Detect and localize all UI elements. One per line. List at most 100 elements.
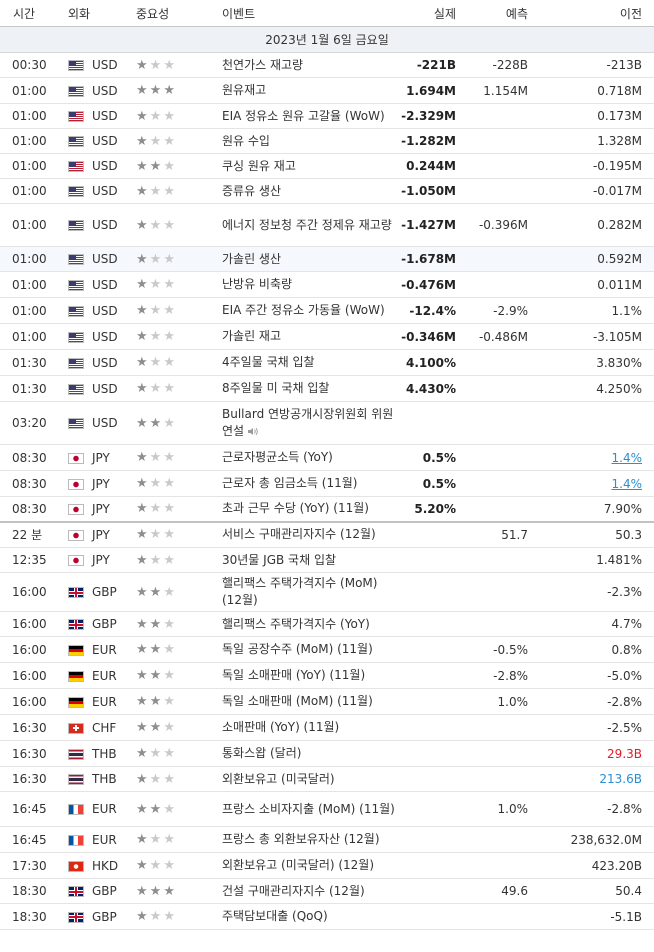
event-row[interactable]: 01:00 USD ★ ★ ★ EIA 정유소 원유 고갈율 (WoW) -2.329M 0.… xyxy=(0,103,654,129)
event-row[interactable]: 01:00 USD ★ ★ ★ 원유재고 1.694M 1.154M 0.718M xyxy=(0,77,654,104)
event-name-cell[interactable]: 근로자평균소득 (YoY) xyxy=(218,444,400,471)
event-name-cell[interactable]: 에너지 정보청 주간 정제유 재고량 xyxy=(218,203,400,247)
event-name[interactable]: 근로자평균소득 (YoY) xyxy=(222,450,333,464)
event-row[interactable]: 01:00 USD ★ ★ ★ 쿠싱 원유 재고 0.244M -0.195M xyxy=(0,153,654,179)
event-name-cell[interactable]: 8주일물 미 국채 입찰 xyxy=(218,375,400,402)
event-name[interactable]: 에너지 정보청 주간 정제유 재고량 xyxy=(222,217,392,232)
event-name-cell[interactable]: 원유재고 xyxy=(218,77,400,104)
event-name[interactable]: 핼리팩스 주택가격지수 (MoM) (12월) xyxy=(222,576,378,607)
event-row[interactable]: 16:30 CHF ★ ★ ★ 소매판매 (YoY) (11월) -2.5% xyxy=(0,714,654,741)
event-name-cell[interactable]: Bullard 연방공개시장위원회 위원 연설 xyxy=(218,401,400,445)
header-previous[interactable]: 이전 xyxy=(540,0,654,27)
event-row[interactable]: 01:00 USD ★ ★ ★ 난방유 비축량 -0.476M 0.011M xyxy=(0,271,654,298)
event-name-cell[interactable]: 증류유 생산 xyxy=(218,178,400,204)
event-name-cell[interactable]: 핼리팩스 주택가격지수 (MoM) (12월) xyxy=(218,572,400,612)
event-name[interactable]: 통화스왑 (달러) xyxy=(222,746,302,760)
event-row[interactable]: 01:00 USD ★ ★ ★ 증류유 생산 -1.050M -0.017M xyxy=(0,178,654,204)
event-row[interactable]: 01:30 USD ★ ★ ★ 4주일물 국채 입찰 4.100% 3.830% xyxy=(0,349,654,376)
event-name[interactable]: 독일 공장수주 (MoM) (11월) xyxy=(222,642,373,656)
event-name[interactable]: 외환보유고 (미국달러) (12월) xyxy=(222,858,375,872)
event-name[interactable]: 건설 구매관리자지수 (12월) xyxy=(222,883,365,898)
event-name[interactable]: 천연가스 재고량 xyxy=(222,57,304,72)
event-name[interactable]: EIA 정유소 원유 고갈율 (WoW) xyxy=(222,108,385,123)
event-name[interactable]: 난방유 비축량 xyxy=(222,277,293,291)
event-row[interactable]: 22 분 JPY ★ ★ ★ 서비스 구매관리자지수 (12월) 51.7 50.3 xyxy=(0,521,654,548)
header-actual[interactable]: 실제 xyxy=(400,0,468,27)
event-name-cell[interactable]: 소매판매 (YoY) (11월) xyxy=(218,714,400,741)
event-row[interactable]: 01:00 USD ★ ★ ★ EIA 주간 정유소 가동율 (WoW) -12.4% -2.… xyxy=(0,297,654,324)
event-row[interactable]: 08:30 JPY ★ ★ ★ 근로자평균소득 (YoY) 0.5% 1.4% xyxy=(0,444,654,471)
event-name[interactable]: 8주일물 미 국채 입찰 xyxy=(222,381,330,395)
event-name-cell[interactable]: 근로자 총 임금소득 (11월) xyxy=(218,470,400,497)
event-name-cell[interactable]: 초과 근무 수당 (YoY) (11월) xyxy=(218,496,400,523)
event-name-cell[interactable]: 핼리팩스 주택가격지수 (YoY) xyxy=(218,611,400,637)
event-previous[interactable]: 1.4% xyxy=(611,476,643,491)
event-name[interactable]: 4주일물 국채 입찰 xyxy=(222,355,315,369)
header-currency[interactable]: 외화 xyxy=(64,0,128,27)
event-name[interactable]: 프랑스 소비자지출 (MoM) (11월) xyxy=(222,801,395,816)
event-name-cell[interactable]: 통화스왑 (달러) xyxy=(218,740,400,767)
event-name[interactable]: 30년물 JGB 국채 입찰 xyxy=(222,552,337,567)
event-previous[interactable]: 1.4% xyxy=(611,450,643,465)
event-row[interactable]: 01:00 USD ★ ★ ★ 원유 수입 -1.282M 1.328M xyxy=(0,128,654,154)
event-name-cell[interactable]: 외환보유고 (미국달러) (12월) xyxy=(218,852,400,879)
event-row[interactable]: 18:30 GBP ★ ★ ★ 주택담보대출 (QoQ) -5.1B xyxy=(0,903,654,930)
event-name[interactable]: 원유 수입 xyxy=(222,133,270,148)
event-name[interactable]: 서비스 구매관리자지수 (12월) xyxy=(222,527,376,542)
event-name-cell[interactable]: 독일 소매판매 (YoY) (11월) xyxy=(218,662,400,689)
event-name-cell[interactable]: 서비스 구매관리자지수 (12월) xyxy=(218,521,400,548)
event-name-cell[interactable]: 외환보유고 (미국달러) xyxy=(218,766,400,792)
event-name[interactable]: 증류유 생산 xyxy=(222,183,282,198)
event-name-cell[interactable]: 주택담보대출 (QoQ) xyxy=(218,903,400,930)
event-name[interactable]: 독일 소매판매 (MoM) (11월) xyxy=(222,694,373,708)
event-row[interactable]: 16:00 GBP ★ ★ ★ 핼리팩스 주택가격지수 (YoY) 4.7% xyxy=(0,611,654,637)
event-row[interactable]: 03:20 USD ★ ★ ★ Bullard 연방공개시장위원회 위원 연설 xyxy=(0,401,654,445)
event-name-cell[interactable]: 가솔린 생산 xyxy=(218,246,400,272)
event-row[interactable]: 00:30 USD ★ ★ ★ 천연가스 재고량 -221B -228B -213B xyxy=(0,52,654,78)
event-name[interactable]: 근로자 총 임금소득 (11월) xyxy=(222,476,358,490)
event-name[interactable]: 독일 소매판매 (YoY) (11월) xyxy=(222,668,366,682)
event-name[interactable]: EIA 주간 정유소 가동율 (WoW) xyxy=(222,303,385,317)
event-row[interactable]: 08:30 JPY ★ ★ ★ 근로자 총 임금소득 (11월) 0.5% 1.4% xyxy=(0,470,654,497)
event-row[interactable]: 01:00 USD ★ ★ ★ 가솔린 생산 -1.678M 0.592M xyxy=(0,246,654,272)
event-row[interactable]: 01:00 USD ★ ★ ★ 가솔린 재고 -0.346M -0.486M -3.105M xyxy=(0,323,654,350)
event-name-cell[interactable]: 원유 수입 xyxy=(218,128,400,154)
header-importance[interactable]: 중요성 xyxy=(128,0,218,27)
event-name[interactable]: 원유재고 xyxy=(222,83,267,97)
event-name[interactable]: 프랑스 총 외환보유자산 (12월) xyxy=(222,832,380,846)
event-row[interactable]: 16:00 EUR ★ ★ ★ 독일 소매판매 (YoY) (11월) -2.8% -5.0% xyxy=(0,662,654,689)
header-time[interactable]: 시간 xyxy=(0,0,64,27)
event-name[interactable]: 소매판매 (YoY) (11월) xyxy=(222,720,340,734)
event-row[interactable]: 18:30 GBP ★ ★ ★ 건설 구매관리자지수 (12월) 49.6 50.4 xyxy=(0,878,654,904)
event-name-cell[interactable]: EIA 주간 정유소 가동율 (WoW) xyxy=(218,297,400,324)
event-name-cell[interactable]: 난방유 비축량 xyxy=(218,271,400,298)
event-row[interactable]: 16:00 GBP ★ ★ ★ 핼리팩스 주택가격지수 (MoM) (12월) -2.3% xyxy=(0,572,654,612)
event-name[interactable]: 가솔린 생산 xyxy=(222,251,282,266)
event-row[interactable]: 08:30 JPY ★ ★ ★ 초과 근무 수당 (YoY) (11월) 5.20% 7.90… xyxy=(0,496,654,523)
event-row[interactable]: 16:00 EUR ★ ★ ★ 독일 공장수주 (MoM) (11월) -0.5% 0.8% xyxy=(0,636,654,663)
event-row[interactable]: 12:35 JPY ★ ★ ★ 30년물 JGB 국채 입찰 1.481% xyxy=(0,547,654,573)
event-row[interactable]: 01:00 USD ★ ★ ★ 에너지 정보청 주간 정제유 재고량 -1.427M -0.3… xyxy=(0,203,654,247)
event-name-cell[interactable]: EIA 정유소 원유 고갈율 (WoW) xyxy=(218,103,400,129)
event-name-cell[interactable]: 프랑스 소비자지출 (MoM) (11월) xyxy=(218,791,400,827)
event-name-cell[interactable]: 쿠싱 원유 재고 xyxy=(218,153,400,179)
event-name-cell[interactable]: 30년물 JGB 국채 입찰 xyxy=(218,547,400,573)
event-row[interactable]: 16:00 EUR ★ ★ ★ 독일 소매판매 (MoM) (11월) 1.0% -2.8% xyxy=(0,688,654,715)
event-row[interactable]: 01:30 USD ★ ★ ★ 8주일물 미 국채 입찰 4.430% 4.250% xyxy=(0,375,654,402)
event-name[interactable]: 핼리팩스 주택가격지수 (YoY) xyxy=(222,616,370,631)
event-name[interactable]: 외환보유고 (미국달러) xyxy=(222,771,335,786)
event-name-cell[interactable]: 독일 소매판매 (MoM) (11월) xyxy=(218,688,400,715)
event-row[interactable]: 16:30 THB ★ ★ ★ 외환보유고 (미국달러) 213.6B xyxy=(0,766,654,792)
event-name[interactable]: 초과 근무 수당 (YoY) (11월) xyxy=(222,501,369,516)
event-name[interactable]: Bullard 연방공개시장위원회 위원 연설 xyxy=(222,407,394,438)
event-row[interactable]: 17:30 HKD ★ ★ ★ 외환보유고 (미국달러) (12월) 423.20B xyxy=(0,852,654,879)
event-name-cell[interactable]: 프랑스 총 외환보유자산 (12월) xyxy=(218,826,400,853)
event-name-cell[interactable]: 4주일물 국채 입찰 xyxy=(218,349,400,376)
event-name-cell[interactable]: 독일 공장수주 (MoM) (11월) xyxy=(218,636,400,663)
event-name-cell[interactable]: 천연가스 재고량 xyxy=(218,52,400,78)
event-row[interactable]: 16:45 EUR ★ ★ ★ 프랑스 소비자지출 (MoM) (11월) 1.0% -2.8… xyxy=(0,791,654,827)
event-name-cell[interactable]: 가솔린 재고 xyxy=(218,323,400,350)
event-name-cell[interactable]: 건설 구매관리자지수 (12월) xyxy=(218,878,400,904)
header-forecast[interactable]: 예측 xyxy=(468,0,540,27)
header-event[interactable]: 이벤트 xyxy=(218,0,400,27)
